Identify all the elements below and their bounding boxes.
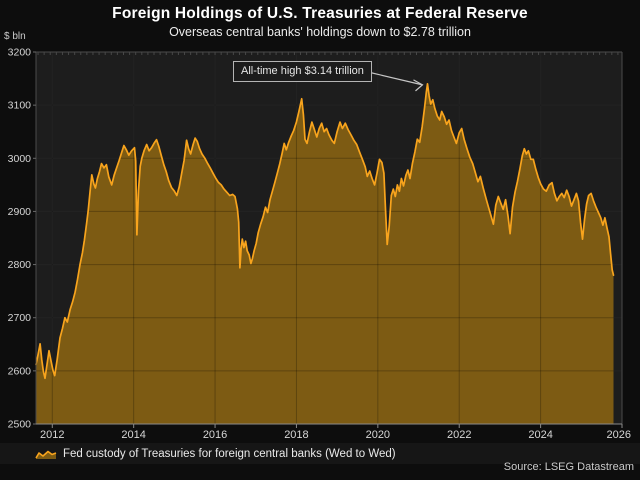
- y-tick-label: 3000: [8, 153, 32, 165]
- series-line: [35, 83, 615, 380]
- y-tick-label: 2700: [8, 312, 32, 324]
- y-tick-label: 2900: [8, 206, 32, 218]
- x-tick-label: 2022: [447, 429, 471, 441]
- y-tick-label: 2800: [8, 259, 32, 271]
- y-tick-label: 2600: [8, 365, 32, 377]
- x-tick-label: 2014: [121, 429, 145, 441]
- x-tick-label: 2020: [366, 429, 390, 441]
- legend-label: Fed custody of Treasuries for foreign ce…: [63, 447, 396, 460]
- y-tick-label: 2500: [8, 419, 32, 431]
- x-tick-label: 2018: [284, 429, 308, 441]
- y-tick-label: 3200: [8, 47, 32, 59]
- all-time-high-annotation: All-time high $3.14 trillion: [233, 61, 372, 82]
- page-title: Foreign Holdings of U.S. Treasuries at F…: [112, 5, 528, 22]
- area-series-swatch-icon: [35, 450, 57, 459]
- area-fill: [36, 83, 614, 425]
- y-axis-unit-label: $ bln: [4, 31, 26, 42]
- source-credit: Source: LSEG Datastream: [503, 461, 634, 473]
- x-tick-label: 2016: [203, 429, 227, 441]
- x-tick-label: 2026: [607, 429, 631, 441]
- annotation-arrowhead: [413, 79, 424, 92]
- y-tick-label: 3100: [8, 100, 32, 112]
- treasury-holdings-area-chart: 2012 2014 2016 2018 2020 2022 2024 2026 2500 2600…: [8, 47, 631, 442]
- x-tick-label: 2024: [528, 429, 552, 441]
- annotation-arrow: [367, 71, 423, 86]
- page-subtitle: Overseas central banks' holdings down to…: [169, 25, 471, 39]
- legend: Fed custody of Treasuries for foreign ce…: [0, 443, 640, 464]
- x-tick-label: 2012: [40, 429, 64, 441]
